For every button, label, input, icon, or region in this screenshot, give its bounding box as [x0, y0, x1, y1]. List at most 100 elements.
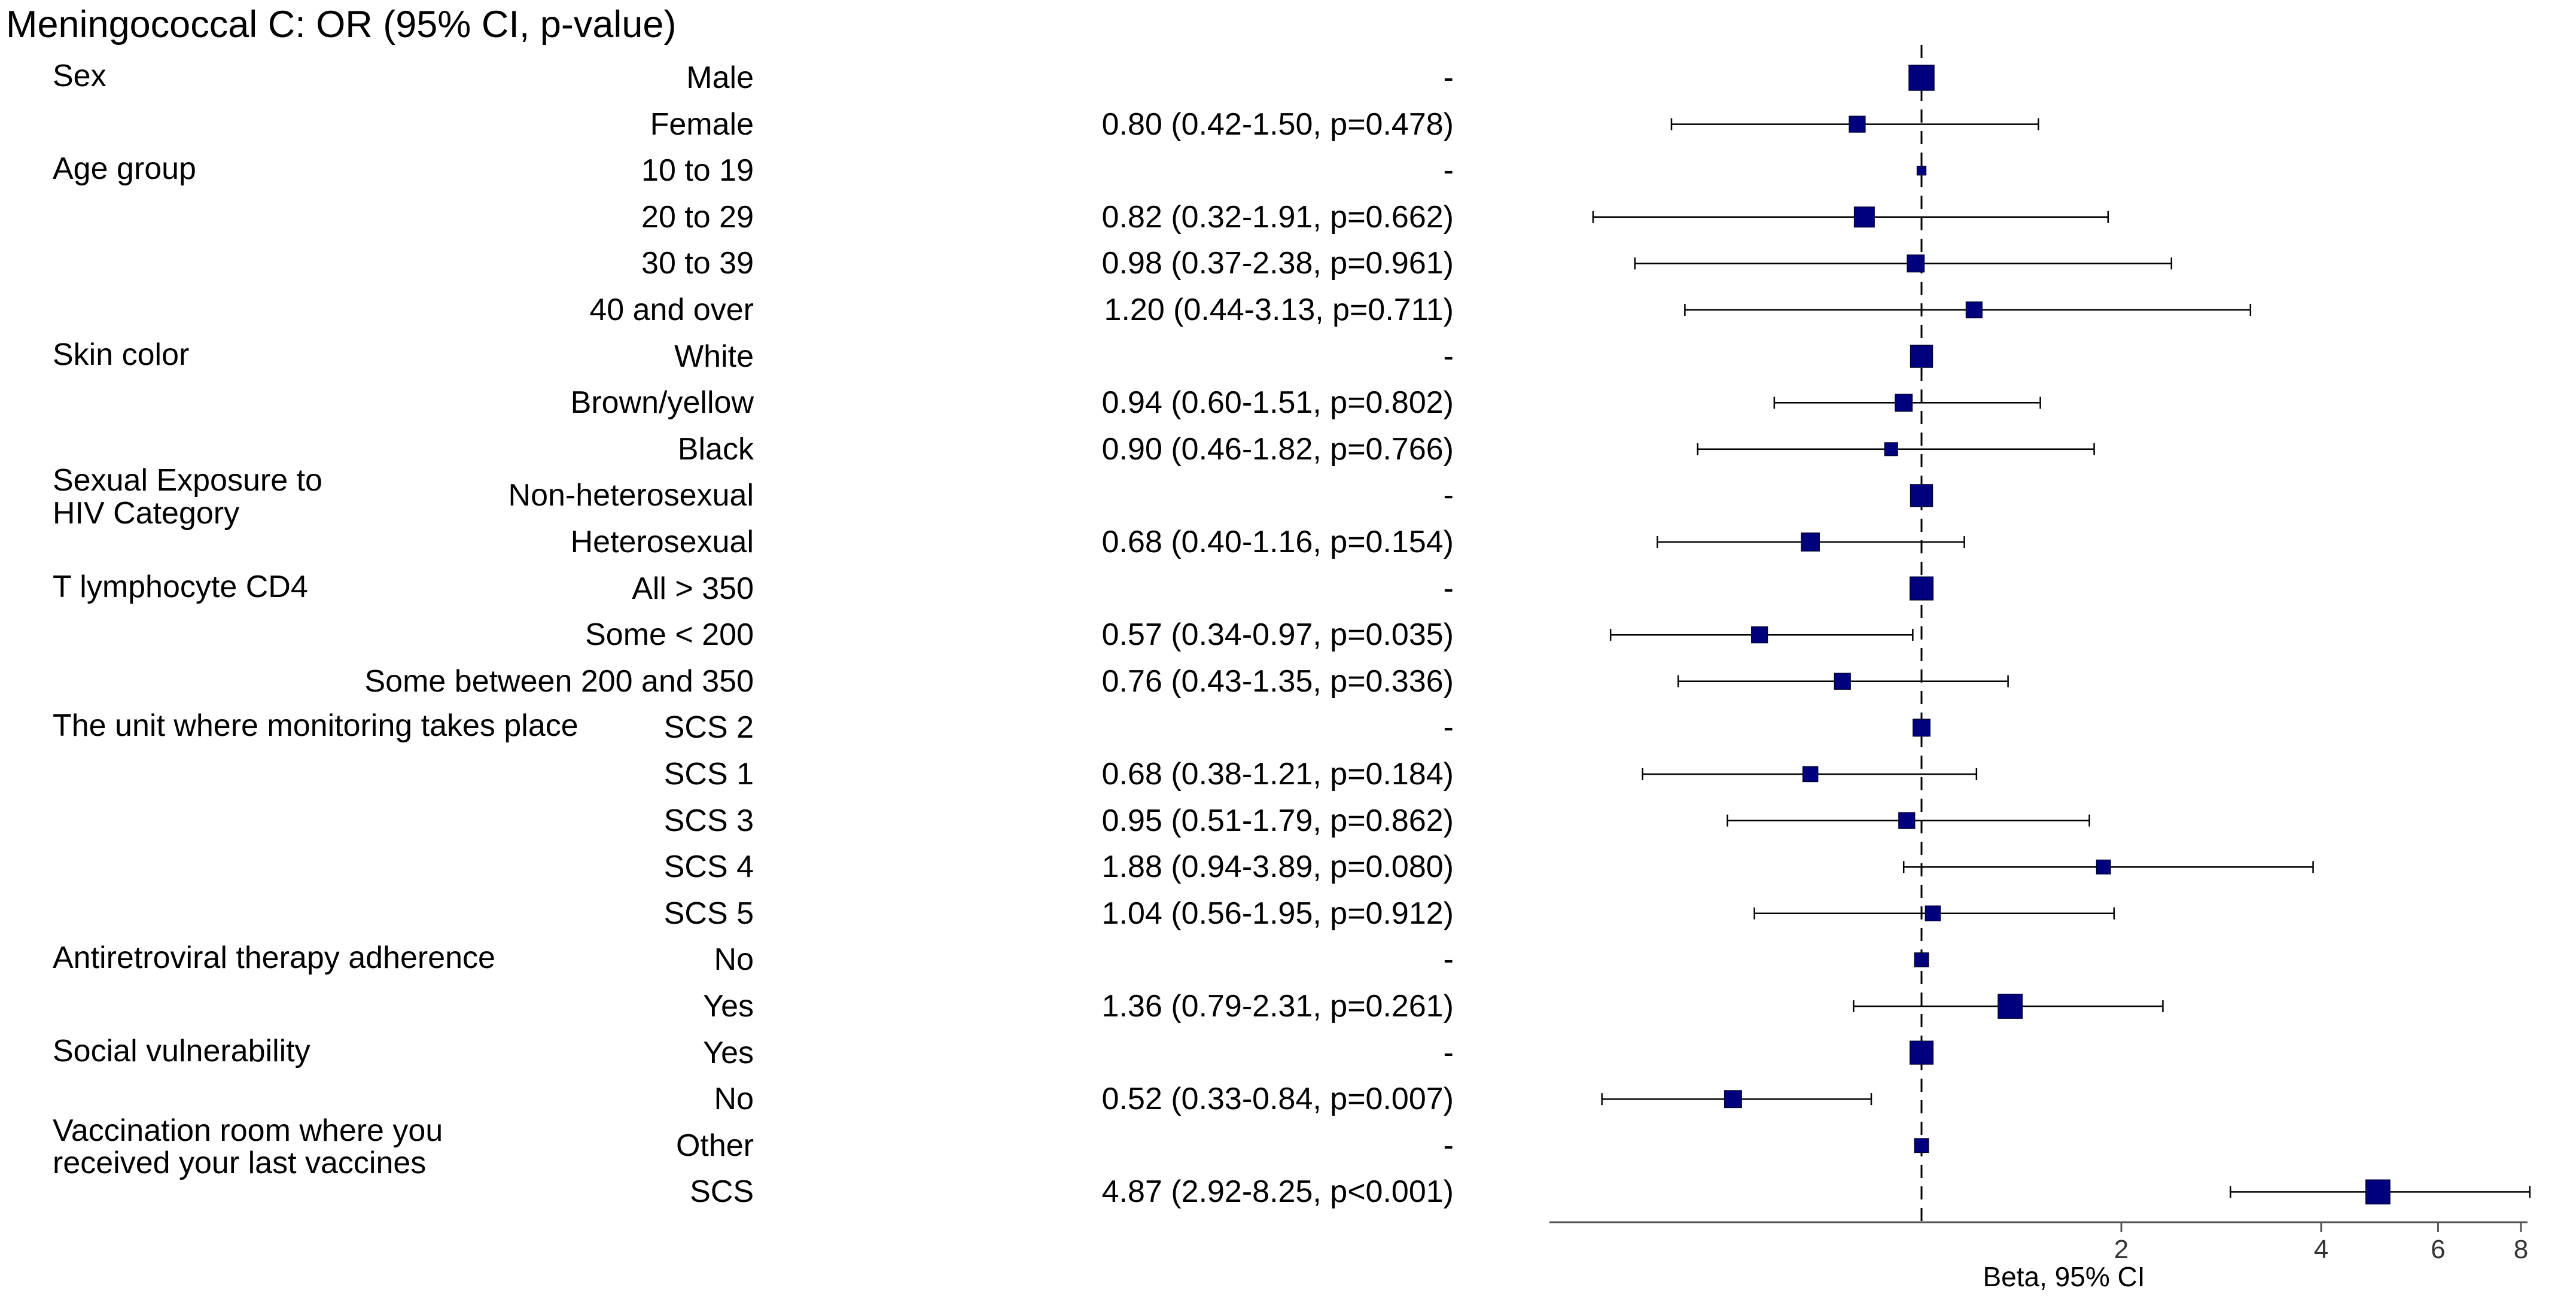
x-tick-label: 2 — [2114, 1235, 2129, 1264]
variable-label: Age group — [53, 151, 196, 187]
table-row: Antiretroviral therapy adherence No - — [0, 942, 1531, 988]
point-marker — [1914, 952, 1929, 967]
level-label: Male — [686, 60, 754, 95]
x-axis-label: Beta, 95% CI — [1983, 1261, 2145, 1292]
table-row: The unit where monitoring takes place SCS… — [0, 710, 1531, 756]
point-marker — [1914, 1138, 1929, 1153]
point-marker — [1751, 626, 1768, 644]
level-label: SCS 5 — [663, 896, 754, 931]
variable-label: Social vulnerability — [53, 1033, 310, 1068]
level-label: Some < 200 — [585, 617, 754, 653]
estimate-label: - — [1443, 1128, 1454, 1163]
variable-label: T lymphocyte CD4 — [53, 569, 308, 604]
level-label: Other — [675, 1128, 754, 1163]
table-row: No 0.52 (0.33-0.84, p=0.007) — [0, 1081, 1531, 1128]
table-row: Some < 200 0.57 (0.34-0.97, p=0.035) — [0, 617, 1531, 663]
estimate-label: 0.68 (0.38-1.21, p=0.184) — [1101, 757, 1454, 791]
table-row: Vaccination room where you received your… — [0, 1114, 1531, 1179]
estimate-label: - — [1443, 942, 1454, 978]
estimate-label: 0.76 (0.43-1.35, p=0.336) — [1101, 663, 1454, 699]
level-label: SCS 1 — [663, 757, 754, 791]
table-row: Some between 200 and 350 0.76 (0.43-1.35,… — [0, 663, 1531, 710]
table-row: Sexual Exposure to HIV Category Non-heter… — [0, 464, 1531, 529]
variable-label: Vaccination room where you received your… — [53, 1113, 443, 1181]
estimate-label: 0.80 (0.42-1.50, p=0.478) — [1101, 106, 1454, 142]
estimate-label: 0.90 (0.46-1.82, p=0.766) — [1101, 431, 1454, 467]
estimate-label: - — [1443, 710, 1454, 745]
table-row: Female 0.80 (0.42-1.50, p=0.478) — [0, 106, 1531, 153]
chart-title: Meningococcal C: OR (95% CI, p-value) — [6, 4, 677, 45]
estimate-label: 1.04 (0.56-1.95, p=0.912) — [1101, 896, 1454, 931]
point-marker — [1910, 345, 1933, 368]
estimate-label: 0.98 (0.37-2.38, p=0.961) — [1101, 246, 1454, 281]
estimate-label: 0.94 (0.60-1.51, p=0.802) — [1101, 385, 1454, 421]
point-marker — [1908, 65, 1935, 91]
table-row: Skin color White - — [0, 337, 1531, 385]
estimate-label: - — [1443, 60, 1454, 95]
table-row: SCS 4 1.88 (0.94-3.89, p=0.080) — [0, 849, 1531, 896]
table-row: 40 and over 1.20 (0.44-3.13, p=0.711) — [0, 292, 1531, 339]
estimate-label: 1.20 (0.44-3.13, p=0.711) — [1104, 293, 1454, 327]
x-tick-label: 4 — [2314, 1235, 2328, 1264]
table-row: Brown/yellow 0.94 (0.60-1.51, p=0.802) — [0, 385, 1531, 431]
point-marker — [1895, 394, 1913, 412]
point-marker — [1884, 442, 1898, 456]
forest-table: Sex Male - Female 0.80 (0.42-1.50, p=0.478) A… — [0, 60, 1531, 1210]
x-tick-label: 6 — [2431, 1235, 2445, 1264]
table-row: Age group 10 to 19 - — [0, 153, 1531, 199]
estimate-label: 4.87 (2.92-8.25, p<0.001) — [1101, 1174, 1454, 1210]
level-label: Brown/yellow — [570, 385, 754, 421]
point-marker — [1853, 206, 1875, 228]
variable-label: Sexual Exposure to HIV Category — [53, 463, 322, 531]
estimate-label: 0.68 (0.40-1.16, p=0.154) — [1101, 525, 1454, 559]
point-marker — [1898, 812, 1916, 829]
table-row: Black 0.90 (0.46-1.82, p=0.766) — [0, 431, 1531, 478]
table-row: Yes 1.36 (0.79-2.31, p=0.261) — [0, 988, 1531, 1035]
point-marker — [1802, 766, 1819, 783]
table-row: Sex Male - — [0, 60, 1531, 106]
table-row: SCS 3 0.95 (0.51-1.79, p=0.862) — [0, 803, 1531, 850]
point-marker — [1834, 672, 1851, 690]
point-marker — [1965, 301, 1983, 319]
point-marker — [1909, 576, 1934, 601]
level-label: Non-heterosexual — [508, 478, 754, 513]
variable-label: Skin color — [53, 337, 190, 372]
level-label: 10 to 19 — [641, 153, 754, 188]
point-marker — [1907, 254, 1925, 273]
level-label: 30 to 39 — [641, 246, 754, 281]
point-marker — [1916, 166, 1927, 176]
point-marker — [1724, 1090, 1742, 1109]
level-label: Some between 200 and 350 — [364, 663, 754, 699]
estimate-label: 0.82 (0.32-1.91, p=0.662) — [1101, 199, 1454, 235]
level-label: 40 and over — [589, 293, 754, 327]
estimate-label: 1.88 (0.94-3.89, p=0.080) — [1101, 850, 1454, 885]
level-label: Female — [650, 106, 754, 142]
x-tick-label: 8 — [2514, 1235, 2528, 1264]
estimate-label: 0.57 (0.34-0.97, p=0.035) — [1101, 617, 1454, 653]
estimate-label: - — [1443, 153, 1454, 188]
level-label: SCS — [690, 1174, 754, 1210]
level-label: White — [674, 339, 754, 374]
level-label: SCS 4 — [663, 850, 754, 885]
estimate-label: 0.52 (0.33-0.84, p=0.007) — [1101, 1082, 1454, 1117]
level-label: No — [714, 942, 754, 978]
estimate-label: 0.95 (0.51-1.79, p=0.862) — [1101, 803, 1454, 838]
level-label: Black — [677, 431, 754, 467]
point-marker — [2365, 1179, 2391, 1205]
point-marker — [2096, 859, 2111, 875]
table-row: 20 to 29 0.82 (0.32-1.91, p=0.662) — [0, 199, 1531, 246]
table-row: Heterosexual 0.68 (0.40-1.16, p=0.154) — [0, 524, 1531, 571]
level-label: All > 350 — [632, 571, 754, 606]
table-row: SCS 5 1.04 (0.56-1.95, p=0.912) — [0, 896, 1531, 942]
table-row: 30 to 39 0.98 (0.37-2.38, p=0.961) — [0, 245, 1531, 292]
point-marker — [1909, 1040, 1934, 1065]
point-marker — [1913, 718, 1931, 737]
point-marker — [1998, 994, 2023, 1019]
level-label: SCS 3 — [663, 803, 754, 838]
point-marker — [1910, 484, 1933, 507]
estimate-label: - — [1443, 339, 1454, 374]
estimate-label: - — [1443, 1035, 1454, 1070]
level-label: Yes — [703, 989, 754, 1024]
level-label: SCS 2 — [663, 710, 754, 745]
